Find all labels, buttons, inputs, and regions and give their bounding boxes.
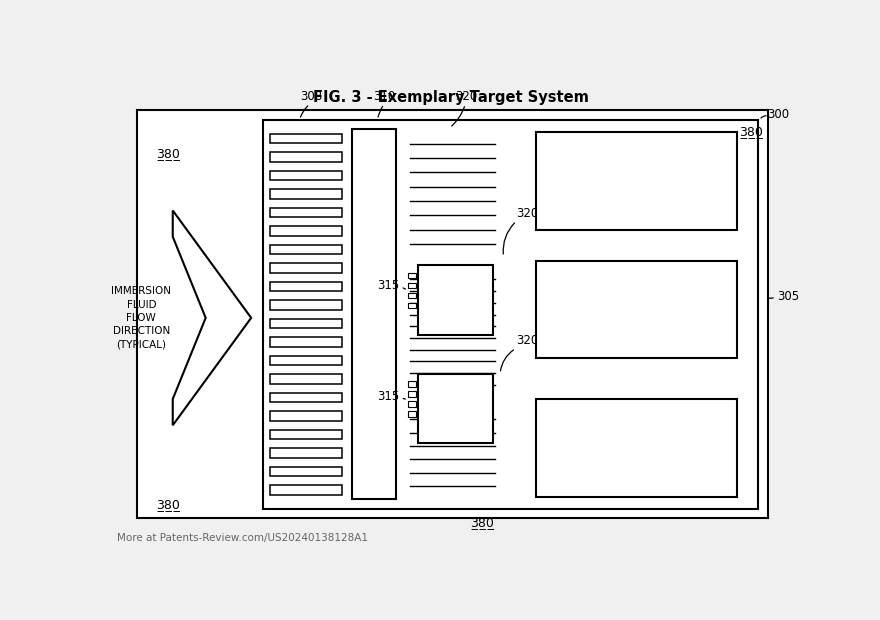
Text: 3̲8̲0̲: 3̲8̲0̲ (739, 125, 763, 138)
Bar (270, 374, 342, 384)
Text: GPU: GPU (680, 198, 707, 211)
Text: 3̲8̲0̲: 3̲8̲0̲ (157, 498, 180, 511)
Text: 315: 315 (377, 279, 400, 292)
Bar (270, 153, 342, 162)
Bar (408, 411, 416, 417)
Bar (536, 131, 737, 229)
Text: 300: 300 (766, 108, 788, 122)
Bar (270, 134, 342, 143)
Bar (408, 303, 416, 308)
Bar (408, 293, 416, 298)
Bar (270, 245, 342, 254)
Bar (408, 273, 416, 278)
Bar (137, 110, 768, 518)
Text: 310: 310 (373, 90, 395, 103)
Text: 305: 305 (777, 290, 799, 303)
Bar (270, 448, 342, 458)
Bar (270, 226, 342, 236)
Bar (270, 189, 342, 199)
Bar (270, 411, 342, 421)
Text: GPU: GPU (680, 327, 707, 340)
Text: 320: 320 (517, 207, 539, 220)
Text: 320: 320 (455, 90, 477, 103)
Bar (270, 170, 342, 180)
Text: 3̲5̲0̲: 3̲5̲0̲ (601, 162, 625, 175)
Bar (270, 300, 342, 310)
Text: 3̲8̲0̲: 3̲8̲0̲ (470, 516, 494, 529)
Bar (418, 374, 494, 443)
Text: More at Patents-Review.com/US20240138128A1: More at Patents-Review.com/US20240138128… (117, 533, 368, 543)
Text: 315: 315 (377, 390, 400, 403)
Bar (270, 430, 342, 440)
Text: 3̲8̲0̲: 3̲8̲0̲ (157, 147, 180, 160)
Bar (270, 485, 342, 495)
Bar (270, 208, 342, 218)
Bar (270, 356, 342, 365)
Bar (408, 401, 416, 407)
Bar (408, 381, 416, 386)
Bar (270, 467, 342, 476)
Text: FIG. 3 - Exemplary Target System: FIG. 3 - Exemplary Target System (313, 90, 589, 105)
Text: 3̲7̲0̲: 3̲7̲0̲ (601, 430, 625, 443)
Bar (408, 283, 416, 288)
Bar (270, 337, 342, 347)
Bar (270, 319, 342, 329)
Text: 308: 308 (300, 90, 322, 103)
Text: 320: 320 (517, 334, 539, 347)
Bar (536, 399, 737, 497)
Bar (418, 265, 494, 335)
Bar (408, 391, 416, 397)
Bar (352, 130, 397, 499)
Text: 3̲4̲0̲: 3̲4̲0̲ (435, 394, 458, 407)
Bar (270, 392, 342, 402)
Bar (270, 281, 342, 291)
Text: 3̲3̲0̲: 3̲3̲0̲ (435, 285, 458, 298)
Text: GPU: GPU (680, 466, 707, 479)
Bar (263, 120, 758, 509)
Text: IMMERSION
FLUID
FLOW
DIRECTION
(TYPICAL): IMMERSION FLUID FLOW DIRECTION (TYPICAL) (112, 286, 172, 349)
Text: 3̲6̲0̲: 3̲6̲0̲ (601, 291, 625, 304)
Bar (536, 260, 737, 358)
Bar (270, 264, 342, 273)
Polygon shape (172, 210, 251, 425)
